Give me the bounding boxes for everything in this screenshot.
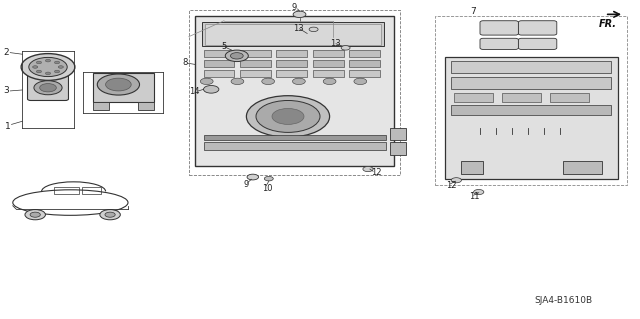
Circle shape xyxy=(204,85,219,93)
Bar xyxy=(240,70,271,77)
Circle shape xyxy=(36,61,42,64)
Circle shape xyxy=(293,11,306,18)
Circle shape xyxy=(106,78,131,91)
Bar xyxy=(93,102,109,110)
Bar xyxy=(240,50,271,57)
Circle shape xyxy=(292,78,305,85)
Circle shape xyxy=(309,27,318,32)
Bar xyxy=(313,60,344,67)
Bar xyxy=(93,73,154,102)
Circle shape xyxy=(246,96,330,137)
Bar xyxy=(445,57,618,179)
Circle shape xyxy=(100,210,120,220)
Bar xyxy=(454,93,493,102)
Text: 1: 1 xyxy=(5,122,11,130)
Circle shape xyxy=(225,50,248,62)
Text: 8: 8 xyxy=(182,58,188,67)
Bar xyxy=(563,161,602,174)
Text: 12: 12 xyxy=(446,181,456,189)
Bar xyxy=(195,16,394,166)
Circle shape xyxy=(45,72,51,75)
Text: 3: 3 xyxy=(3,86,9,95)
Bar xyxy=(461,161,483,174)
Bar xyxy=(313,50,344,57)
Bar xyxy=(451,77,611,89)
Circle shape xyxy=(474,189,484,195)
Circle shape xyxy=(363,167,373,172)
Text: 7: 7 xyxy=(470,7,476,16)
FancyBboxPatch shape xyxy=(480,38,518,49)
Bar xyxy=(451,105,611,115)
Circle shape xyxy=(97,74,140,95)
Circle shape xyxy=(30,212,40,217)
Bar xyxy=(313,70,344,77)
Circle shape xyxy=(256,100,320,132)
FancyBboxPatch shape xyxy=(480,21,518,35)
Circle shape xyxy=(34,81,62,95)
Circle shape xyxy=(230,53,243,59)
Bar xyxy=(54,187,79,194)
FancyBboxPatch shape xyxy=(28,75,68,100)
Circle shape xyxy=(200,78,213,85)
Text: 2: 2 xyxy=(3,48,9,57)
Circle shape xyxy=(262,78,275,85)
Circle shape xyxy=(33,66,38,68)
Bar xyxy=(276,50,307,57)
Bar xyxy=(349,50,380,57)
Circle shape xyxy=(58,66,63,68)
Bar xyxy=(390,142,406,155)
Circle shape xyxy=(54,70,60,73)
Circle shape xyxy=(105,212,115,217)
Bar xyxy=(138,102,154,110)
Circle shape xyxy=(54,61,60,64)
Text: 5: 5 xyxy=(221,42,227,51)
Bar xyxy=(435,16,627,185)
Circle shape xyxy=(36,70,42,73)
Circle shape xyxy=(45,59,51,62)
Bar xyxy=(189,10,400,175)
Text: SJA4-B1610B: SJA4-B1610B xyxy=(534,296,592,305)
Circle shape xyxy=(29,57,67,77)
Bar xyxy=(276,70,307,77)
Bar xyxy=(204,142,386,150)
Circle shape xyxy=(323,78,336,85)
Circle shape xyxy=(25,210,45,220)
Circle shape xyxy=(21,54,75,80)
Bar xyxy=(451,61,611,73)
Circle shape xyxy=(272,108,304,124)
Bar xyxy=(204,70,234,77)
Text: 10: 10 xyxy=(262,184,273,193)
FancyBboxPatch shape xyxy=(518,21,557,35)
Bar xyxy=(204,60,234,67)
Text: 12: 12 xyxy=(371,168,381,177)
Circle shape xyxy=(341,46,350,50)
Bar xyxy=(276,60,307,67)
Circle shape xyxy=(354,78,367,85)
FancyBboxPatch shape xyxy=(518,38,557,49)
Bar xyxy=(349,60,380,67)
Circle shape xyxy=(451,178,461,183)
Bar xyxy=(204,135,386,140)
Bar xyxy=(550,93,589,102)
Text: 13: 13 xyxy=(330,39,340,48)
Text: FR.: FR. xyxy=(599,19,617,29)
Text: 14: 14 xyxy=(189,87,200,96)
Text: 9: 9 xyxy=(291,4,296,12)
Text: 11: 11 xyxy=(469,192,479,201)
Bar xyxy=(390,128,406,140)
Circle shape xyxy=(231,78,244,85)
Text: 9: 9 xyxy=(244,180,249,189)
Bar xyxy=(349,70,380,77)
Bar xyxy=(502,93,541,102)
Bar xyxy=(82,187,101,194)
Bar xyxy=(240,60,271,67)
Bar xyxy=(204,50,234,57)
Circle shape xyxy=(40,84,56,92)
Bar xyxy=(202,22,384,46)
Circle shape xyxy=(264,176,273,181)
Text: 13: 13 xyxy=(293,24,304,33)
Circle shape xyxy=(247,174,259,180)
Bar xyxy=(205,24,381,45)
